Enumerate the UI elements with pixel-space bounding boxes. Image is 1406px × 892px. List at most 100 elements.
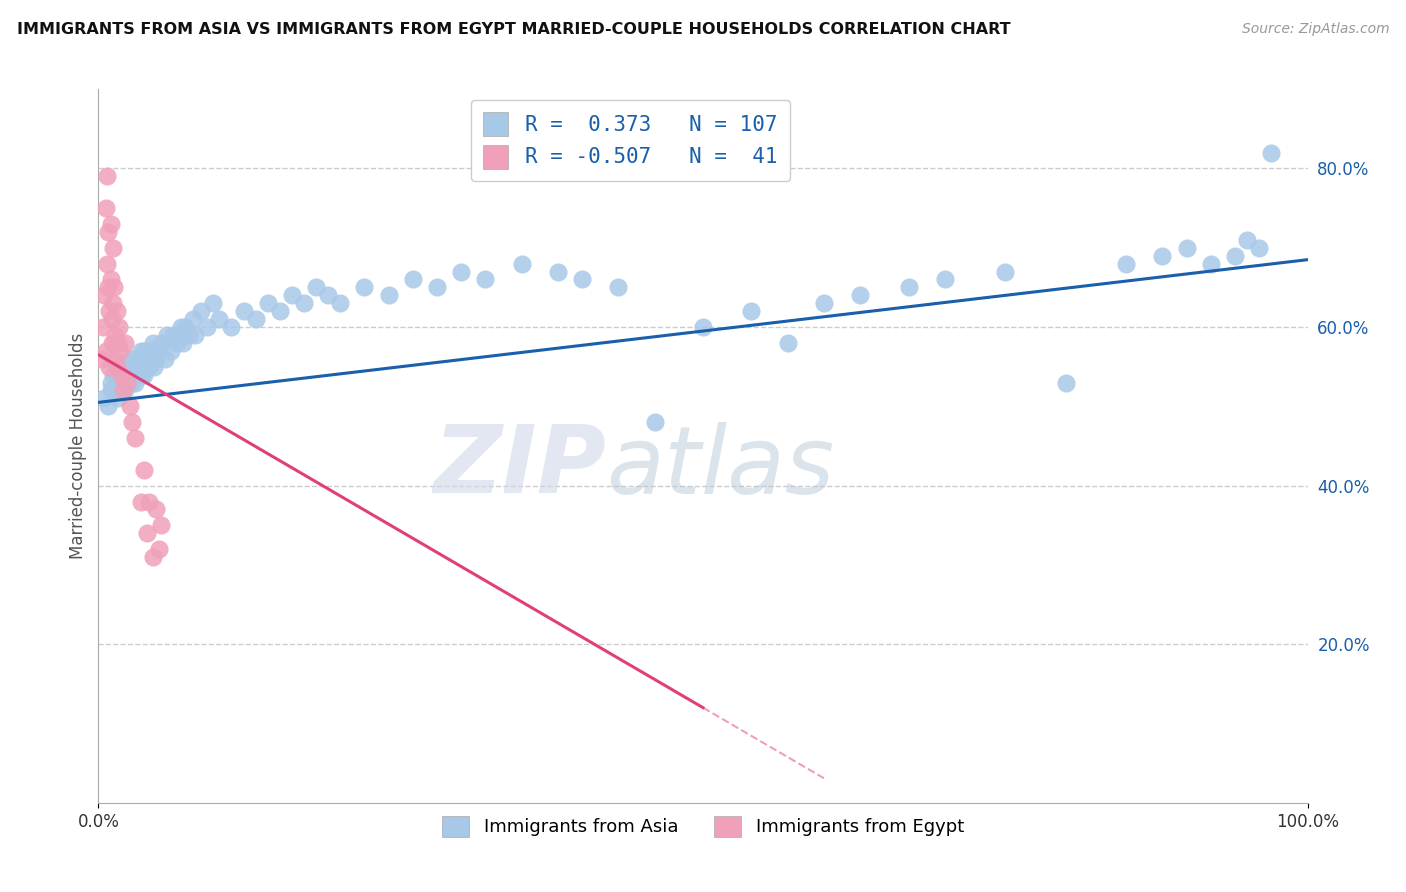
Point [474, 272, 496, 286]
Point [104, 328, 127, 343]
Point [153, 351, 176, 366]
Point [100, 217, 122, 231]
Point [245, 312, 267, 326]
Point [105, 359, 128, 374]
Point [128, 351, 150, 366]
Point [135, 526, 157, 541]
Point [105, 304, 128, 318]
Point [143, 359, 166, 374]
Point [135, 359, 157, 374]
Point [145, 502, 167, 516]
Y-axis label: Married-couple Households: Married-couple Households [69, 333, 87, 559]
Point [994, 264, 1017, 278]
Point [142, 549, 165, 564]
Point [129, 359, 152, 374]
Point [166, 335, 188, 350]
Point [776, 335, 799, 350]
Point [94, 343, 117, 358]
Point [115, 376, 138, 390]
Point [97, 225, 120, 239]
Text: atlas: atlas [606, 422, 835, 513]
Point [100, 376, 122, 390]
Point [547, 264, 569, 278]
Point [110, 376, 132, 390]
Point [184, 328, 207, 343]
Point [138, 494, 160, 508]
Point [190, 304, 212, 318]
Point [136, 351, 159, 366]
Point [93, 288, 115, 302]
Point [104, 351, 127, 366]
Point [450, 264, 472, 278]
Point [101, 368, 124, 382]
Point [131, 368, 153, 382]
Point [108, 384, 131, 398]
Point [100, 272, 122, 286]
Point [96, 257, 118, 271]
Point [156, 328, 179, 343]
Point [120, 376, 142, 390]
Point [377, 288, 399, 302]
Point [121, 351, 143, 366]
Point [118, 368, 141, 382]
Text: IMMIGRANTS FROM ASIA VS IMMIGRANTS FROM EGYPT MARRIED-COUPLE HOUSEHOLDS CORRELAT: IMMIGRANTS FROM ASIA VS IMMIGRANTS FROM … [17, 22, 1011, 37]
Point [402, 272, 425, 286]
Point [114, 359, 136, 374]
Point [117, 368, 139, 382]
Point [145, 351, 167, 366]
Point [160, 343, 183, 358]
Point [124, 376, 146, 390]
Point [134, 463, 156, 477]
Text: Source: ZipAtlas.com: Source: ZipAtlas.com [1241, 22, 1389, 37]
Point [134, 343, 156, 358]
Point [105, 359, 128, 374]
Point [934, 272, 956, 286]
Point [141, 351, 163, 366]
Point [97, 280, 120, 294]
Point [118, 400, 141, 414]
Point [111, 384, 134, 398]
Point [148, 542, 170, 557]
Point [111, 368, 134, 382]
Point [329, 296, 352, 310]
Point [1152, 249, 1174, 263]
Point [1260, 145, 1282, 160]
Point [813, 296, 835, 310]
Point [148, 343, 170, 358]
Text: ZIP: ZIP [433, 421, 606, 514]
Point [1223, 249, 1246, 263]
Point [98, 304, 121, 318]
Point [221, 320, 243, 334]
Point [510, 257, 533, 271]
Point [112, 376, 135, 390]
Point [105, 376, 128, 390]
Point [122, 359, 145, 374]
Point [118, 359, 141, 374]
Point [135, 343, 157, 358]
Point [111, 384, 134, 398]
Point [134, 368, 156, 382]
Point [202, 296, 225, 310]
Point [108, 320, 131, 334]
Point [316, 288, 339, 302]
Point [181, 312, 204, 326]
Point [108, 376, 131, 390]
Point [132, 359, 155, 374]
Point [127, 359, 149, 374]
Point [135, 351, 157, 366]
Point [740, 304, 762, 318]
Point [232, 304, 254, 318]
Point [129, 494, 152, 508]
Point [353, 280, 375, 294]
Point [1236, 233, 1258, 247]
Point [269, 304, 291, 318]
Point [169, 320, 191, 334]
Point [121, 415, 143, 429]
Point [115, 359, 138, 374]
Point [91, 320, 114, 334]
Point [305, 280, 328, 294]
Point [292, 296, 315, 310]
Point [101, 241, 124, 255]
Point [93, 392, 115, 406]
Point [143, 343, 166, 358]
